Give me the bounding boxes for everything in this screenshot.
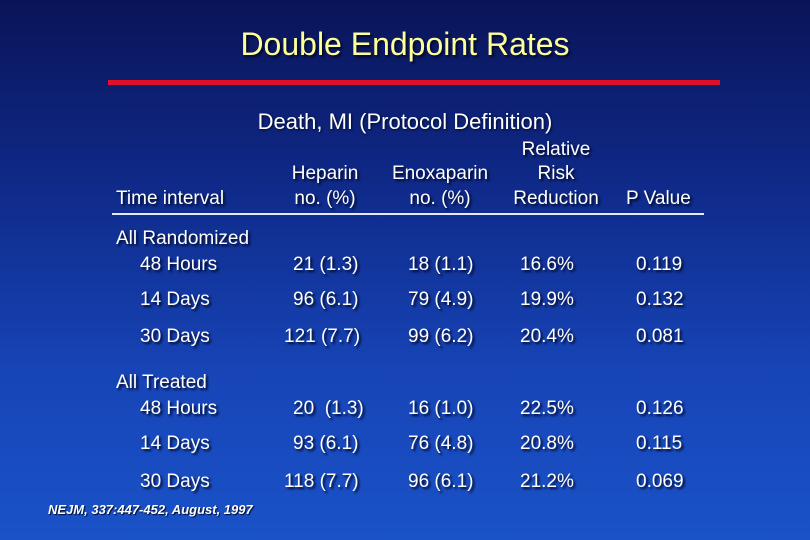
cell-interval: 14 Days [140,433,210,454]
header-enoxaparin-line1: Enoxaparin [391,163,489,184]
cell-enoxaparin: 16 (1.0) [408,398,474,419]
cell-p-value: 0.081 [636,326,684,347]
cell-enoxaparin: 18 (1.1) [408,254,474,275]
group-label-all-treated: All Treated [116,372,207,393]
header-rrr-line3: Reduction [513,188,599,209]
cell-enoxaparin: 76 (4.8) [408,433,474,454]
cell-rrr: 22.5% [520,398,574,419]
cell-p-value: 0.132 [636,289,684,310]
cell-rrr: 21.2% [520,471,574,492]
cell-p-value: 0.126 [636,398,684,419]
header-enoxaparin-line2: no. (%) [409,188,471,209]
header-rrr-line1: Relative [521,139,591,160]
header-heparin-line2: no. (%) [294,188,356,209]
cell-enoxaparin: 79 (4.9) [408,289,474,310]
cell-p-value: 0.069 [636,471,684,492]
cell-enoxaparin: 96 (6.1) [408,471,474,492]
cell-interval: 30 Days [140,326,210,347]
cell-interval: 48 Hours [140,254,218,275]
table-header-underline [112,137,704,215]
cell-interval: 48 Hours [140,398,218,419]
header-heparin-line1: Heparin [291,163,359,184]
cell-enoxaparin: 99 (6.2) [408,326,474,347]
cell-rrr: 16.6% [520,254,574,275]
cell-heparin: 121 (7.7) [284,326,361,347]
header-time-interval: Time interval [116,188,225,209]
cell-interval: 14 Days [140,289,210,310]
cell-rrr: 20.8% [520,433,574,454]
cell-p-value: 0.119 [636,254,683,275]
header-rrr-line2: Risk [537,163,575,184]
header-p-value: P Value [626,188,691,209]
slide-title: Double Endpoint Rates [240,26,570,62]
cell-rrr: 20.4% [520,326,574,347]
cell-interval: 30 Days [140,471,210,492]
cell-heparin: 93 (6.1) [293,433,359,454]
cell-heparin: 20 (1.3) [293,398,364,419]
cell-heparin: 96 (6.1) [293,289,359,310]
title-divider [108,80,720,85]
citation-footnote: NEJM, 337:447-452, August, 1997 [48,502,253,517]
group-label-all-randomized: All Randomized [116,228,250,249]
cell-p-value: 0.115 [636,433,683,454]
table-subtitle: Death, MI (Protocol Definition) [257,109,553,134]
cell-heparin: 118 (7.7) [284,471,359,492]
cell-heparin: 21 (1.3) [293,254,359,275]
cell-rrr: 19.9% [520,289,574,310]
